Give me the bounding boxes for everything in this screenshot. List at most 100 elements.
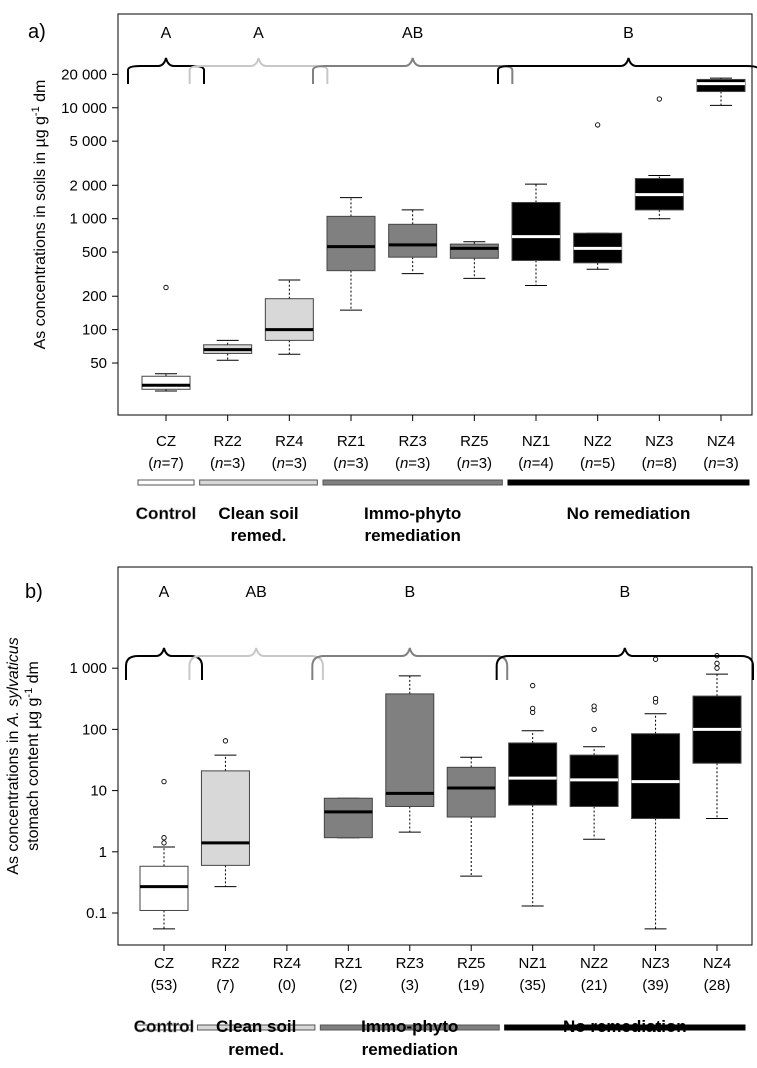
n-label-part: ( bbox=[581, 977, 586, 994]
box-rz3 bbox=[388, 209, 438, 275]
n-label-value: 53 bbox=[156, 977, 173, 994]
n-label-part: ( bbox=[457, 455, 462, 472]
category-label: RZ2 bbox=[213, 433, 241, 450]
y-axis-label-part: stomach content µg g bbox=[25, 698, 42, 851]
significance-letter: AB bbox=[402, 25, 423, 42]
n-label-part: ( bbox=[458, 977, 463, 994]
n-label-part: ) bbox=[230, 977, 235, 994]
n-label-value: 2 bbox=[344, 977, 352, 994]
category-label: CZ bbox=[154, 955, 174, 972]
n-label: (7) bbox=[216, 977, 234, 994]
n-label-value: 7 bbox=[221, 977, 229, 994]
group-bracket bbox=[311, 647, 509, 680]
n-label-part: ) bbox=[610, 455, 615, 472]
box-rz5 bbox=[449, 241, 499, 279]
box-rz3 bbox=[385, 675, 435, 833]
outlier-point bbox=[161, 840, 167, 846]
n-label-value: 19 bbox=[463, 977, 480, 994]
category-label: NZ4 bbox=[707, 433, 735, 450]
group-label: Control bbox=[134, 1017, 194, 1036]
n-label-part: = bbox=[532, 455, 541, 472]
n-label-value: 3 bbox=[406, 977, 414, 994]
n-label: (n=3) bbox=[272, 455, 307, 472]
group-bar bbox=[199, 479, 318, 486]
n-label-part: = bbox=[223, 455, 232, 472]
group-label: Immo-phyto bbox=[361, 1017, 458, 1036]
n-label: (n=7) bbox=[148, 455, 183, 472]
category-label: RZ3 bbox=[396, 955, 424, 972]
n-label-part: ) bbox=[602, 977, 607, 994]
n-label: (21) bbox=[581, 977, 608, 994]
box-nz3 bbox=[634, 96, 684, 220]
category-label: RZ5 bbox=[457, 955, 485, 972]
y-tick-label: 500 bbox=[82, 244, 107, 261]
n-label-value: 39 bbox=[647, 977, 664, 994]
n-label-part: n bbox=[400, 455, 408, 472]
n-label-value: 3 bbox=[294, 455, 302, 472]
n-label-part: ) bbox=[487, 455, 492, 472]
n-label-part: = bbox=[347, 455, 356, 472]
n-label-part: = bbox=[717, 455, 726, 472]
y-axis-label-part: As concentrations in soils in µg g bbox=[32, 116, 49, 349]
n-label-part: n bbox=[647, 455, 655, 472]
outlier-point bbox=[530, 705, 536, 712]
group-bar bbox=[507, 479, 750, 486]
n-label: (n=8) bbox=[642, 455, 677, 472]
group-label: remediation bbox=[364, 526, 460, 545]
y-axis-label-part: dm bbox=[32, 80, 49, 107]
box-iqr bbox=[696, 78, 746, 93]
n-label-part: ) bbox=[672, 455, 677, 472]
n-label-value: 3 bbox=[355, 455, 363, 472]
group-bracket bbox=[312, 57, 514, 84]
n-label-part: ) bbox=[541, 977, 546, 994]
group-bracket bbox=[127, 57, 205, 84]
n-label: (0) bbox=[278, 977, 296, 994]
group-label: Clean soil bbox=[216, 1017, 296, 1036]
n-label-value: 3 bbox=[479, 455, 487, 472]
group-bracket bbox=[188, 647, 324, 680]
box-iqr bbox=[323, 797, 373, 839]
n-label-part: ) bbox=[179, 455, 184, 472]
n-label-part: ( bbox=[518, 455, 523, 472]
significance-letter: A bbox=[159, 584, 170, 601]
y-axis-label-sup: -1 bbox=[30, 106, 42, 116]
group-label: Clean soil bbox=[218, 504, 298, 523]
y-tick-label: 20 000 bbox=[61, 66, 107, 83]
n-label-part: ) bbox=[302, 455, 307, 472]
box-nz3 bbox=[631, 656, 681, 930]
outlier-point bbox=[652, 656, 659, 662]
plot-frame bbox=[117, 13, 753, 416]
y-axis-label-part: A. sylvaticus bbox=[5, 637, 22, 727]
group-label: Immo-phyto bbox=[364, 504, 461, 523]
n-label-part: = bbox=[408, 455, 417, 472]
group-label: Control bbox=[136, 504, 196, 523]
n-label-part: ) bbox=[414, 977, 419, 994]
outlier-point bbox=[714, 660, 720, 666]
significance-letter: AB bbox=[245, 584, 266, 601]
n-label-part: ( bbox=[333, 455, 338, 472]
group-bracket bbox=[188, 57, 329, 84]
panel-label: b) bbox=[25, 581, 43, 603]
n-label-value: 5 bbox=[602, 455, 610, 472]
outlier-point bbox=[652, 695, 659, 702]
box-nz1 bbox=[511, 183, 561, 286]
n-label-part: ( bbox=[339, 977, 344, 994]
n-label-part: ( bbox=[704, 977, 709, 994]
group-bracket bbox=[497, 57, 757, 84]
box-nz4 bbox=[692, 653, 742, 819]
n-label-part: ) bbox=[480, 977, 485, 994]
n-label-part: ( bbox=[642, 455, 647, 472]
box-nz1 bbox=[508, 682, 558, 907]
significance-letter: B bbox=[619, 584, 630, 601]
n-label-part: ) bbox=[291, 977, 296, 994]
n-label-part: ) bbox=[172, 977, 177, 994]
outlier-point bbox=[656, 96, 662, 102]
n-label-part: ) bbox=[425, 455, 430, 472]
n-label: (n=3) bbox=[703, 455, 738, 472]
n-label-part: ( bbox=[642, 977, 647, 994]
outlier-point bbox=[591, 726, 597, 733]
panel-label: a) bbox=[28, 21, 46, 43]
n-label-value: 4 bbox=[540, 455, 548, 472]
n-label: (53) bbox=[151, 977, 178, 994]
n-label: (2) bbox=[339, 977, 357, 994]
